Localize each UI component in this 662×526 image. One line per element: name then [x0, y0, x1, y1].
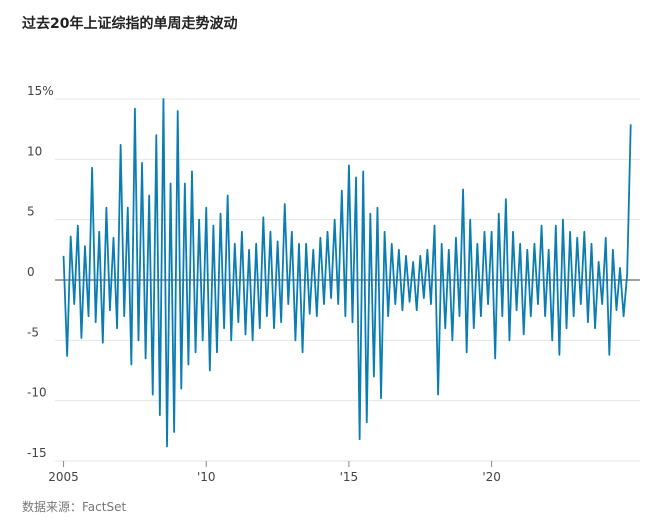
y-tick-label: -15 [27, 446, 47, 460]
y-tick-label: 10 [27, 144, 42, 158]
source: 数据来源：FactSet [22, 499, 126, 514]
y-tick-label: 15% [27, 84, 54, 98]
y-tick-label: -5 [27, 325, 39, 339]
x-tick-label: '20 [482, 470, 501, 484]
y-tick-label: -10 [27, 386, 47, 400]
y-tick-label: 5 [27, 205, 35, 219]
x-tick-label: '15 [340, 470, 359, 484]
line-series [62, 98, 632, 448]
chart-title: 过去20年上证综指的单周走势波动 [22, 15, 237, 32]
x-tick-label: '10 [197, 470, 216, 484]
x-tick-label: 2005 [48, 470, 79, 484]
y-tick-label: 0 [27, 265, 35, 279]
